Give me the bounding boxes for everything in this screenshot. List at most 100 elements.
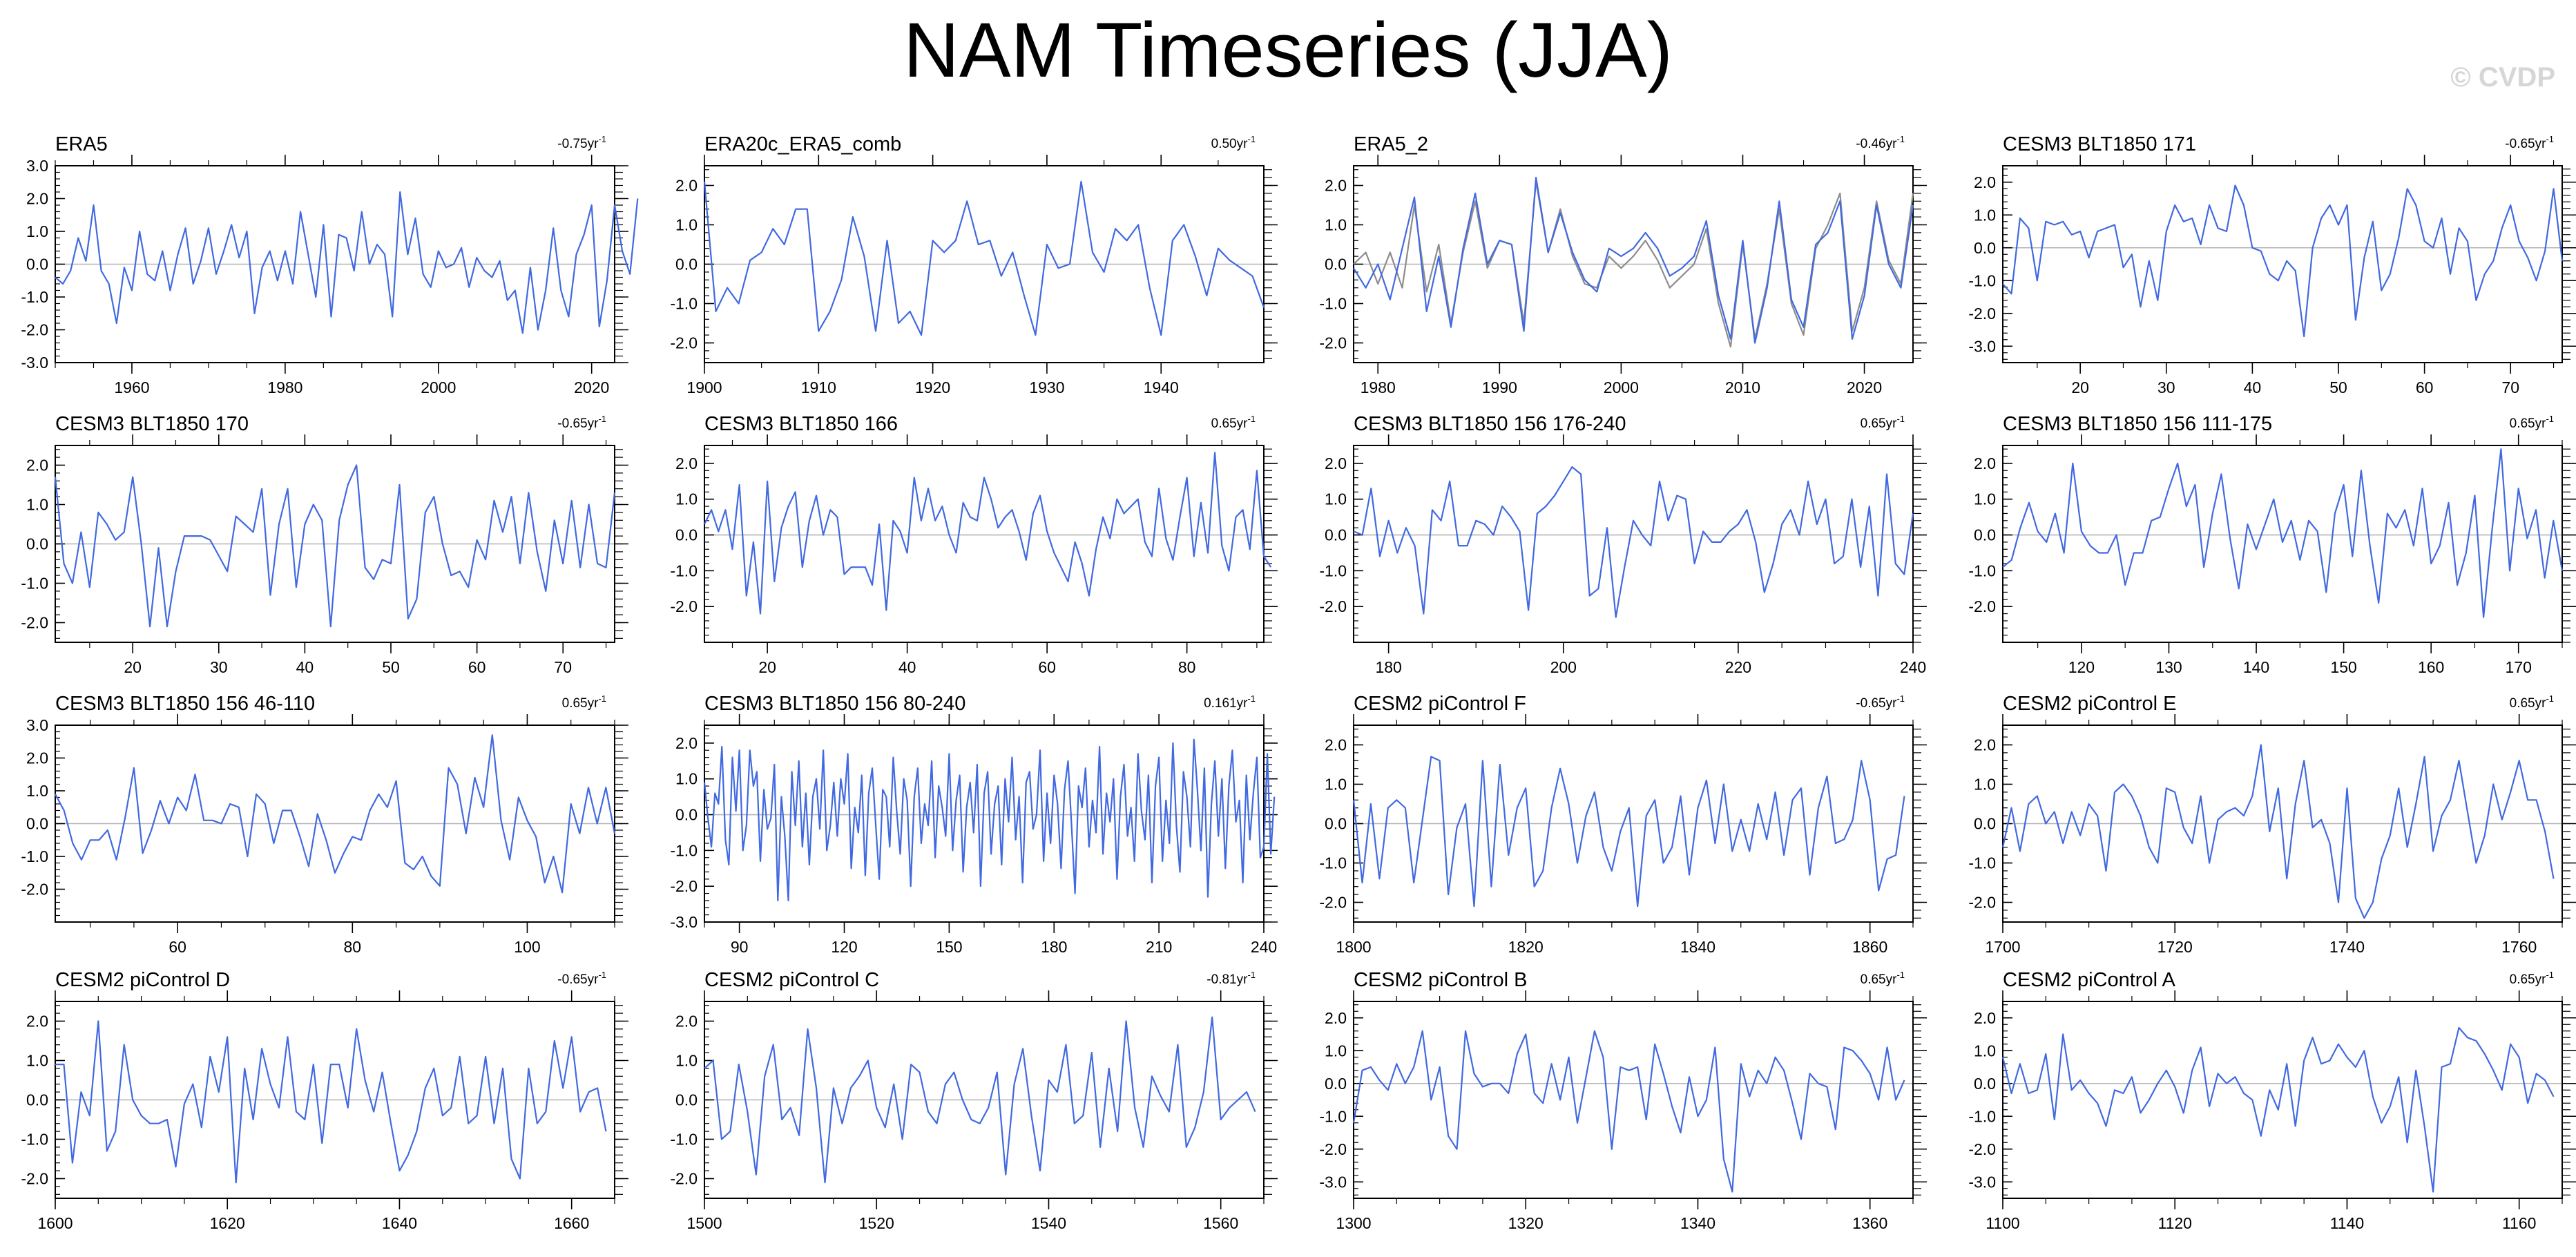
x-tick-label: 90: [731, 938, 749, 956]
chart-panel-4: CESM3 BLT1850 170 -0.65yr-1 -2.0 -1.0 0.0 1.0…: [21, 413, 628, 676]
trend-exponent: -1: [598, 970, 606, 980]
y-tick-label: -2.0: [21, 1170, 48, 1188]
x-tick-label: 1820: [1508, 938, 1544, 956]
y-tick-label: 2.0: [675, 1013, 698, 1030]
panel-trend: 0.65yr-1: [2510, 414, 2554, 431]
y-tick-label: 3.0: [26, 157, 48, 175]
series-line: [2001, 744, 2555, 919]
chart-panel-2: ERA5_2 -0.46yr-1 -2.0 -1.0 0.0 1.0 2.0 1980 1990…: [1319, 133, 1927, 396]
series-line: [2001, 1026, 2555, 1193]
x-tick-label: 1960: [114, 378, 149, 396]
y-tick-label: 1.0: [675, 216, 698, 234]
y-tick-label: -1.0: [1968, 1107, 1996, 1125]
plot-frame: [704, 445, 1265, 643]
panel-trend: -0.65yr-1: [2505, 134, 2554, 151]
x-tick-label: 180: [1041, 938, 1067, 956]
y-tick-label: -1.0: [21, 288, 48, 306]
y-tick-label: 2.0: [675, 177, 698, 195]
panel-trend: -0.65yr-1: [557, 970, 606, 987]
x-tick-label: 210: [1146, 938, 1172, 956]
x-tick-label: 70: [2501, 378, 2519, 396]
y-tick-label: 0.0: [1974, 1075, 1996, 1093]
y-tick-label: 1.0: [675, 1052, 698, 1070]
chart-panel-15: CESM2 piControl A 0.65yr-1 -3.0 -2.0 -1.0 0.0…: [1968, 969, 2576, 1232]
trend-exponent: -1: [598, 414, 606, 424]
panel-title: CESM3 BLT1850 170: [55, 413, 249, 435]
y-tick-label: -2.0: [21, 881, 48, 899]
chart-panel-10: CESM2 piControl F -0.65yr-1 -2.0 -1.0 0.0 1.0…: [1319, 693, 1927, 956]
x-tick-label: 60: [1038, 658, 1056, 676]
y-tick-label: -2.0: [1319, 597, 1347, 615]
y-tick-label: 0.0: [675, 526, 698, 544]
x-tick-label: 20: [758, 658, 776, 676]
x-tick-label: 1720: [2157, 938, 2193, 956]
x-tick-label: 2010: [1725, 378, 1760, 396]
x-tick-label: 1740: [2329, 938, 2365, 956]
y-tick-label: 2.0: [26, 190, 48, 208]
y-tick-label: -3.0: [21, 354, 48, 372]
series-line: [1353, 466, 1914, 618]
trend-exponent: -1: [598, 693, 606, 704]
y-tick-label: 1.0: [1974, 1042, 1996, 1059]
y-tick-label: 1.0: [26, 1052, 48, 1070]
series-line: [55, 191, 639, 334]
x-tick-label: 120: [831, 938, 857, 956]
x-tick-label: 1500: [686, 1214, 722, 1232]
x-tick-label: 1980: [1361, 378, 1396, 396]
x-tick-label: 40: [2244, 378, 2262, 396]
x-tick-label: 1660: [554, 1214, 589, 1232]
x-tick-label: 30: [2157, 378, 2175, 396]
chart-panel-5: CESM3 BLT1850 166 0.65yr-1 -2.0 -1.0 0.0 1.0 2…: [670, 413, 1278, 676]
y-tick-label: -3.0: [1968, 337, 1996, 355]
panel-trend: -0.65yr-1: [1856, 693, 1905, 711]
y-tick-label: 0.0: [1974, 815, 1996, 833]
chart-panel-0: ERA5 -0.75yr-1 -3.0 -2.0 -1.0 0.0 1.0 2.0 3.0 196…: [21, 133, 639, 396]
y-tick-label: 2.0: [675, 454, 698, 472]
trend-exponent: -1: [2546, 693, 2554, 704]
panel-title: ERA5: [55, 133, 108, 155]
x-tick-label: 150: [936, 938, 962, 956]
y-tick-label: 0.0: [1974, 526, 1996, 544]
x-tick-label: 1620: [210, 1214, 245, 1232]
y-tick-label: -1.0: [1319, 562, 1347, 579]
y-tick-label: 2.0: [1974, 736, 1996, 754]
x-tick-label: 20: [124, 658, 142, 676]
y-tick-label: 1.0: [1325, 776, 1347, 794]
series-line: [704, 452, 1272, 615]
y-tick-label: 0.0: [675, 256, 698, 274]
x-tick-label: 1980: [267, 378, 302, 396]
y-tick-label: 2.0: [26, 457, 48, 474]
y-tick-label: 2.0: [1974, 1009, 1996, 1027]
y-tick-label: -2.0: [1319, 334, 1347, 352]
panel-trend: 0.65yr-1: [562, 693, 606, 711]
series-line: [2002, 448, 2564, 618]
panel-title: CESM2 piControl E: [2003, 693, 2176, 715]
y-tick-label: 0.0: [26, 1091, 48, 1109]
y-tick-label: 3.0: [26, 716, 48, 734]
y-tick-label: 1.0: [1325, 216, 1347, 234]
y-tick-label: -1.0: [1319, 1107, 1347, 1125]
series-line: [2002, 184, 2564, 338]
y-tick-label: 0.0: [675, 1091, 698, 1109]
y-tick-label: 2.0: [1325, 736, 1347, 754]
panel-trend: 0.65yr-1: [2510, 693, 2554, 711]
trend-exponent: -1: [1896, 970, 1905, 980]
x-tick-label: 1920: [915, 378, 950, 396]
y-tick-label: -2.0: [670, 334, 698, 352]
chart-panel-6: CESM3 BLT1850 156 176-240 0.65yr-1 -2.0 -1.…: [1319, 413, 1927, 676]
panel-trend: 0.65yr-1: [1861, 414, 1905, 431]
series-line: [703, 180, 1265, 336]
panel-title: CESM2 piControl A: [2003, 969, 2175, 991]
y-tick-label: 2.0: [26, 1013, 48, 1030]
x-tick-label: 1140: [2330, 1214, 2364, 1232]
x-tick-label: 120: [2068, 658, 2095, 676]
series-line: [1352, 756, 1905, 908]
trend-exponent: -1: [1247, 970, 1256, 980]
y-tick-label: -2.0: [1968, 1140, 1996, 1158]
panel-title: CESM3 BLT1850 156 176-240: [1354, 413, 1626, 435]
x-tick-label: 1900: [686, 378, 722, 396]
panel-trend: 0.65yr-1: [1211, 414, 1256, 431]
x-tick-label: 1840: [1680, 938, 1715, 956]
y-tick-label: -2.0: [21, 321, 48, 339]
x-tick-label: 1760: [2501, 938, 2537, 956]
